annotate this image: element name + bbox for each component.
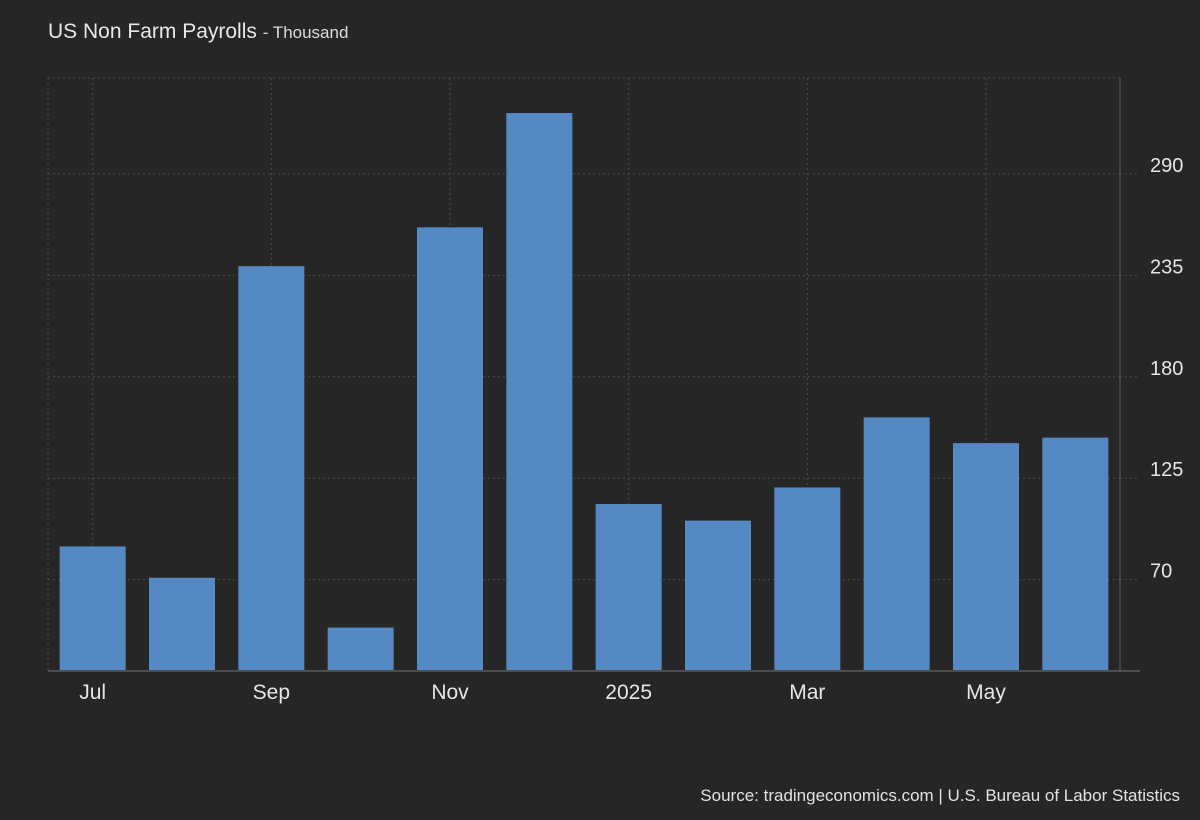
bar-jan-2025 [595,504,662,670]
y-tick-label: 125 [1150,459,1183,481]
chart-title: US Non Farm Payrolls - Thousand [48,20,348,44]
y-tick-label: 70 [1150,561,1172,583]
bar-oct-2024 [327,627,394,670]
source-credit: Source: tradingeconomics.com | U.S. Bure… [700,786,1180,805]
bar-sep-2024 [238,266,305,670]
y-tick-label: 290 [1150,155,1183,177]
bar-mar-2025 [774,487,841,670]
x-tick-label: Mar [789,681,825,704]
chart-title-unit: - Thousand [262,23,349,42]
bar-nov-2024 [417,227,483,670]
label-layer: 70 125 180 235 290 Jul Sep Nov 2025 Mar May [79,155,1183,704]
x-tick-label: Sep [253,681,290,704]
y-tick-label: 235 [1150,256,1183,278]
bar-aug-2024 [149,577,215,670]
bar-jun-2025 [1042,437,1109,670]
bar-jul-2024 [59,546,126,670]
chart-title-main: US Non Farm Payrolls [48,20,257,43]
axis-layer [48,78,1140,672]
bar-apr-2025 [863,417,930,670]
bar-layer [59,113,1109,670]
bar-feb-2025 [685,520,751,670]
x-tick-label: May [966,681,1006,704]
bar-dec-2024 [506,113,573,670]
bar-may-2025 [953,443,1019,670]
x-tick-label: 2025 [605,681,652,704]
x-tick-label: Jul [79,681,106,704]
y-tick-label: 180 [1150,358,1183,380]
x-tick-label: Nov [431,681,469,704]
